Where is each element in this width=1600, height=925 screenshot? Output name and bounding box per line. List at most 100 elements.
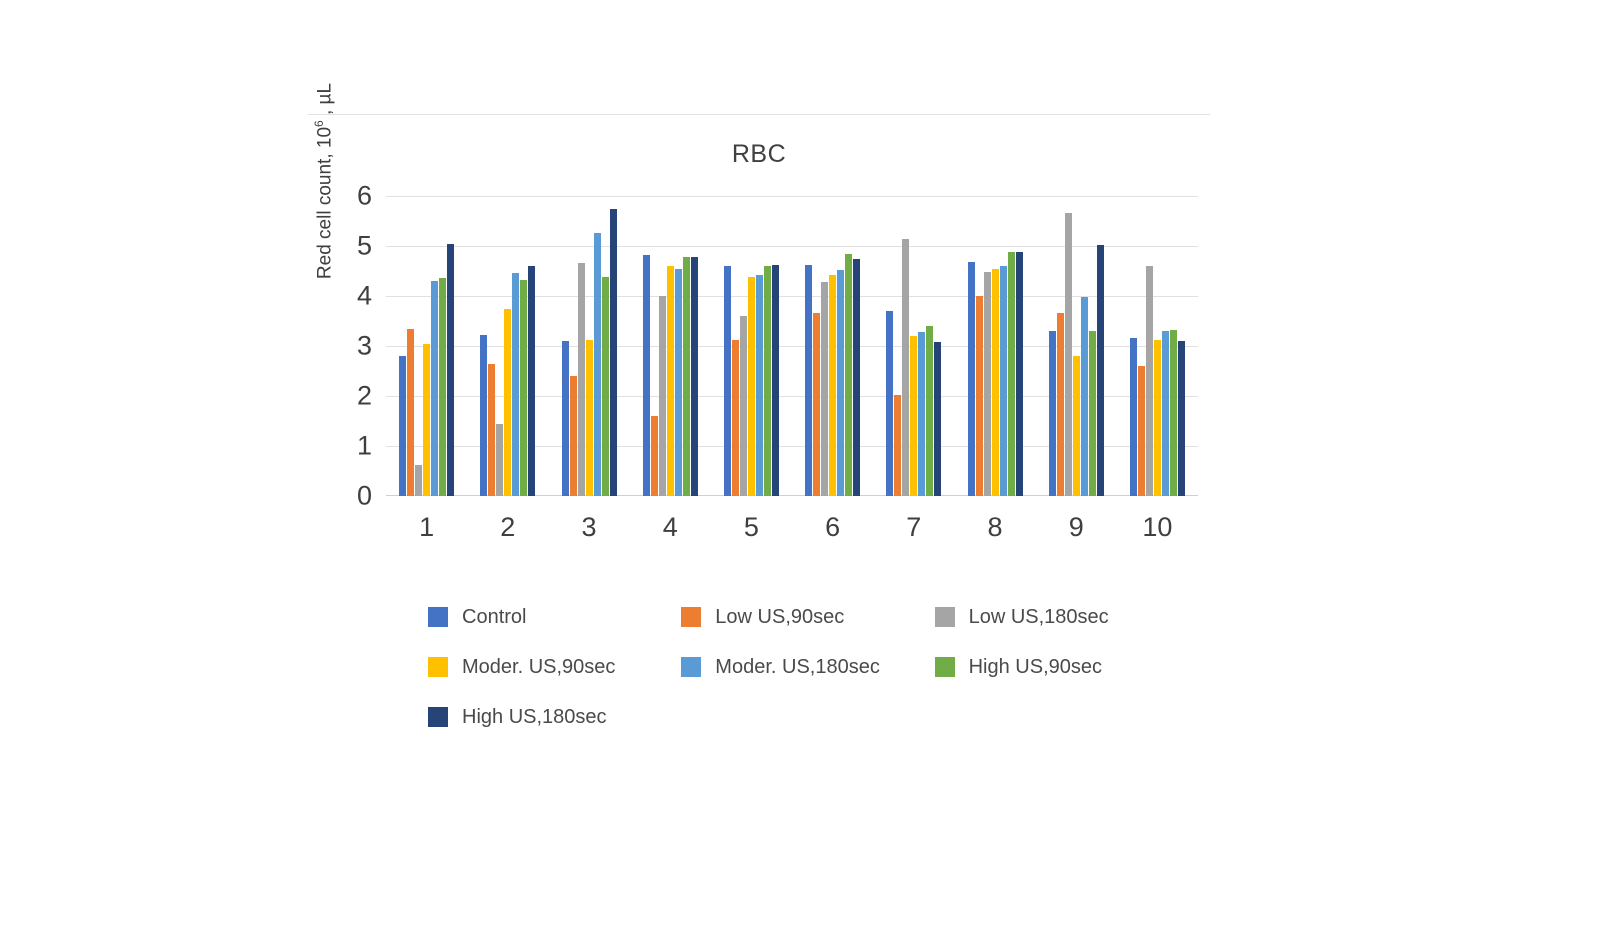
bar[interactable] (886, 311, 894, 496)
bars-layer (386, 196, 1198, 496)
y-axis-tick: 5 (356, 230, 372, 261)
bar[interactable] (910, 336, 918, 496)
x-axis-tick: 1 (419, 512, 435, 542)
bar[interactable] (1129, 337, 1137, 496)
plot-area (386, 196, 1198, 496)
bar[interactable] (771, 265, 779, 496)
bar[interactable] (512, 272, 520, 496)
bar[interactable] (431, 281, 439, 496)
bar[interactable] (1177, 341, 1185, 496)
bar[interactable] (690, 257, 698, 496)
bar[interactable] (1169, 330, 1177, 496)
bar[interactable] (747, 277, 755, 496)
bar[interactable] (829, 275, 837, 496)
bar[interactable] (423, 343, 431, 496)
bar[interactable] (569, 376, 577, 496)
bar[interactable] (731, 339, 739, 496)
bar-group (711, 196, 792, 496)
bar[interactable] (926, 326, 934, 496)
legend-label: Control (462, 605, 527, 628)
legend-item[interactable]: High US,90sec (934, 642, 1188, 692)
bar[interactable] (1080, 297, 1088, 496)
bar[interactable] (755, 274, 763, 496)
bar[interactable] (666, 266, 674, 496)
x-axis-tick: 8 (987, 512, 1003, 542)
bar[interactable] (975, 296, 983, 496)
bar-group (873, 196, 954, 496)
bar[interactable] (561, 341, 569, 496)
bar-group (630, 196, 711, 496)
legend-label: Moder. US,90sec (462, 655, 616, 678)
x-axis-tick: 7 (906, 512, 922, 542)
bar[interactable] (447, 244, 455, 496)
bar[interactable] (439, 278, 447, 496)
legend-item[interactable]: Low US,180sec (934, 592, 1188, 642)
x-axis-tick: 9 (1068, 512, 1084, 542)
bar[interactable] (674, 268, 682, 496)
bar[interactable] (504, 309, 512, 496)
x-axis-tick: 5 (743, 512, 759, 542)
bar[interactable] (934, 342, 942, 496)
bar[interactable] (593, 232, 601, 496)
bar[interactable] (1161, 331, 1169, 496)
bar[interactable] (1056, 313, 1064, 496)
legend-item[interactable]: High US,180sec (428, 692, 681, 742)
bar[interactable] (902, 238, 910, 496)
bar[interactable] (918, 332, 926, 496)
legend-swatch-icon (681, 607, 702, 627)
bar[interactable] (1088, 331, 1096, 496)
bar[interactable] (1007, 252, 1015, 496)
bar[interactable] (642, 255, 650, 496)
legend-item[interactable]: Moder. US,180sec (681, 642, 934, 692)
bar[interactable] (650, 416, 658, 496)
bar[interactable] (1064, 213, 1072, 496)
bar-group (954, 196, 1035, 496)
bar[interactable] (480, 334, 488, 496)
legend-item[interactable]: Low US,90sec (681, 592, 934, 642)
bar[interactable] (658, 296, 666, 496)
legend-item[interactable]: Moder. US,90sec (428, 642, 681, 692)
bar[interactable] (821, 282, 829, 496)
bar[interactable] (1137, 366, 1145, 496)
bar[interactable] (496, 423, 504, 496)
legend-swatch-icon (934, 657, 955, 677)
chart-legend: Control Low US,90sec Low US,180sec Moder. U… (428, 592, 1188, 742)
bar[interactable] (528, 266, 536, 496)
bar[interactable] (1145, 266, 1153, 496)
bar[interactable] (399, 356, 407, 496)
bar[interactable] (999, 266, 1007, 496)
bar[interactable] (894, 395, 902, 496)
bar[interactable] (1015, 252, 1023, 496)
bar[interactable] (837, 270, 845, 496)
bar[interactable] (845, 253, 853, 496)
y-axis-title: Red cell count, 106 , µL (312, 66, 336, 296)
bar[interactable] (1048, 331, 1056, 496)
bar[interactable] (853, 258, 861, 496)
bar[interactable] (739, 316, 747, 496)
bar[interactable] (723, 266, 731, 496)
bar[interactable] (983, 272, 991, 496)
bar[interactable] (1096, 244, 1104, 496)
bar[interactable] (682, 257, 690, 496)
legend-label: Low US,180sec (968, 605, 1109, 628)
bar[interactable] (520, 279, 528, 496)
bar[interactable] (415, 465, 423, 496)
bar[interactable] (967, 262, 975, 496)
bar[interactable] (601, 277, 609, 496)
bar[interactable] (609, 208, 617, 496)
bar-group (1036, 196, 1117, 496)
bar[interactable] (1153, 340, 1161, 496)
bar[interactable] (805, 264, 813, 496)
bar[interactable] (991, 268, 999, 496)
bar[interactable] (763, 266, 771, 496)
bar[interactable] (488, 363, 496, 496)
bar[interactable] (407, 329, 415, 496)
bar[interactable] (1072, 356, 1080, 496)
bar[interactable] (577, 263, 585, 496)
chart-title: RBC (731, 140, 787, 168)
legend-item[interactable]: Control (428, 592, 681, 642)
bar[interactable] (585, 340, 593, 496)
legend-swatch-icon (428, 707, 448, 727)
bar[interactable] (813, 312, 821, 496)
